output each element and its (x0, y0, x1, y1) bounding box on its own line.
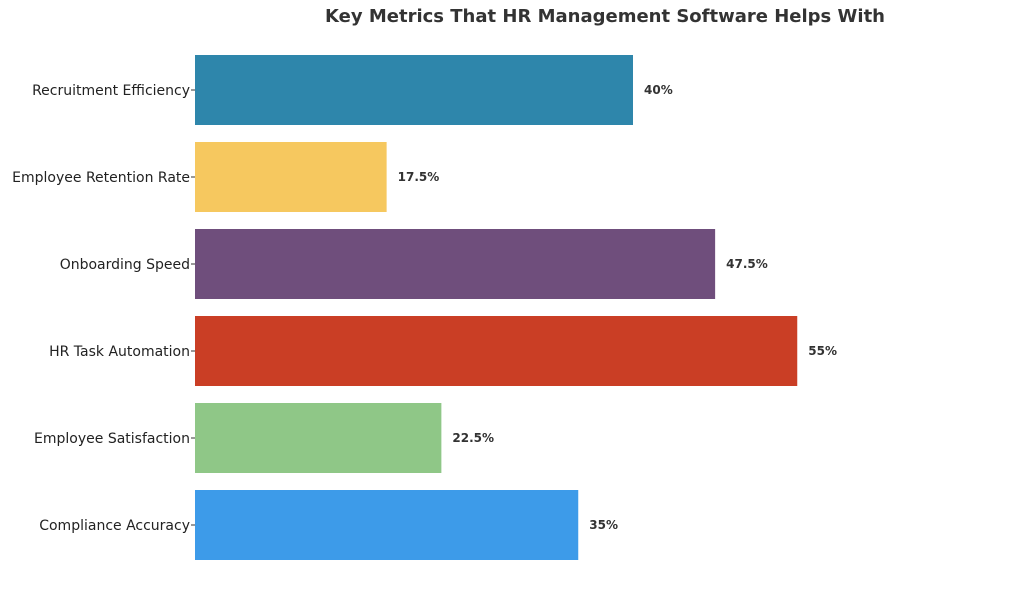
category-labels: Recruitment Efficiency Employee Retention… (12, 83, 190, 534)
bar-onboarding-speed (195, 229, 716, 299)
category-label-onboarding-speed: Onboarding Speed (60, 257, 190, 273)
value-label-onboarding-speed: 47.5% (726, 257, 768, 271)
category-label-employee-retention-rate: Employee Retention Rate (12, 170, 190, 186)
bar-employee-retention-rate (195, 142, 387, 212)
value-label-hr-task-automation: 55% (808, 344, 837, 358)
y-axis-ticks (191, 89, 195, 526)
value-label-employee-satisfaction: 22.5% (452, 431, 494, 445)
value-label-compliance-accuracy: 35% (589, 518, 618, 532)
value-labels: 40% 17.5% 47.5% 55% 22.5% 35% (398, 83, 837, 532)
bar-recruitment-efficiency (195, 55, 633, 125)
bar-hr-task-automation (195, 316, 798, 386)
value-label-recruitment-efficiency: 40% (644, 83, 673, 97)
chart-title: Key Metrics That HR Management Software … (325, 6, 885, 27)
category-label-employee-satisfaction: Employee Satisfaction (34, 431, 190, 447)
value-label-employee-retention-rate: 17.5% (398, 170, 440, 184)
category-label-hr-task-automation: HR Task Automation (49, 344, 190, 360)
bars-layer (195, 55, 798, 560)
category-label-recruitment-efficiency: Recruitment Efficiency (32, 83, 190, 99)
category-label-compliance-accuracy: Compliance Accuracy (39, 518, 190, 534)
bar-compliance-accuracy (195, 490, 579, 560)
bar-employee-satisfaction (195, 403, 442, 473)
